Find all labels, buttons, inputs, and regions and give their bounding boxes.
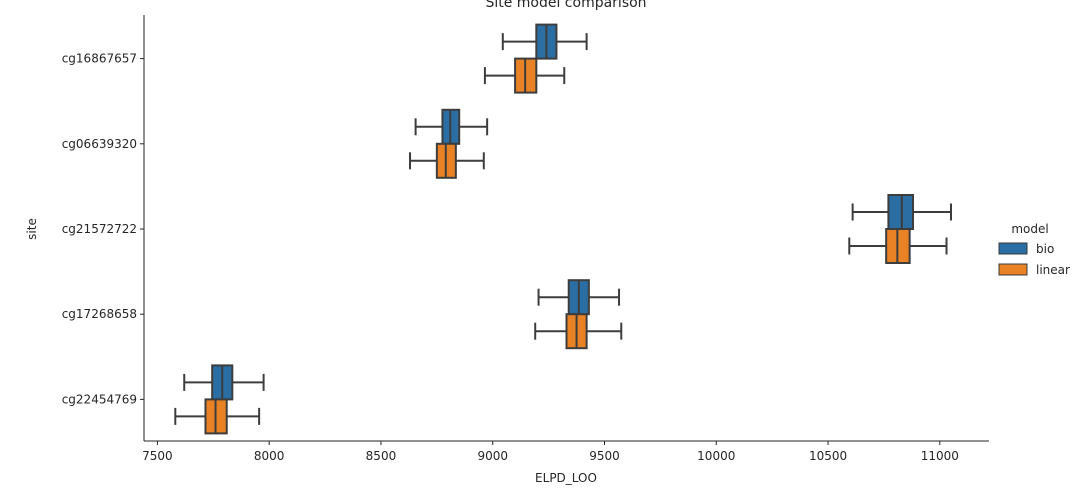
- y-tick-label: cg22454769: [62, 392, 137, 406]
- y-tick-label: cg17268658: [62, 307, 137, 321]
- legend-title: model: [1011, 222, 1048, 236]
- y-axis-label: site: [25, 218, 39, 240]
- x-tick-label: 8000: [254, 449, 285, 463]
- legend-label-linear: linear: [1036, 263, 1070, 277]
- legend: model bio linear: [998, 222, 1070, 277]
- x-tick-label: 10000: [697, 449, 735, 463]
- y-tick-label: cg21572722: [62, 222, 137, 236]
- x-axis-label: ELPD_LOO: [535, 471, 597, 485]
- x-tick-label: 7500: [142, 449, 173, 463]
- legend-swatch-linear: [998, 263, 1028, 276]
- x-tick-label: 11000: [921, 449, 959, 463]
- chart-axes: 7500 8000 8500 9000 9500 10000 10500 11000 cg168…: [62, 15, 989, 463]
- legend-swatch-bio: [998, 242, 1028, 255]
- x-tick-label: 9000: [477, 449, 508, 463]
- x-tick-label: 9500: [589, 449, 620, 463]
- box-bio: [887, 194, 914, 230]
- chart-boxes: [174, 23, 952, 435]
- x-tick-label: 8500: [366, 449, 397, 463]
- x-tick-label: 10500: [809, 449, 847, 463]
- y-tick-label: cg16867657: [62, 52, 137, 66]
- chart-title: Site model comparison: [485, 0, 646, 11]
- y-tick-label: cg06639320: [62, 137, 137, 151]
- legend-label-bio: bio: [1036, 242, 1054, 256]
